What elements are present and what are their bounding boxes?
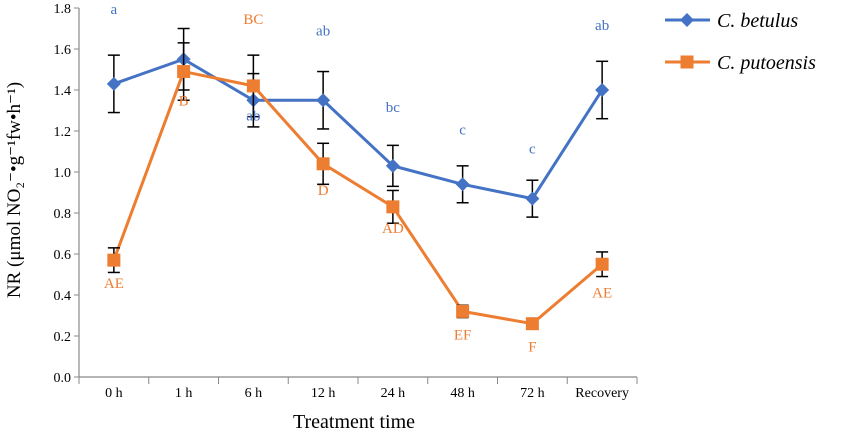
significance-label: BC	[243, 12, 263, 28]
legend: C. betulus C. putoensis	[665, 10, 816, 74]
legend-marker	[680, 13, 694, 27]
data-point	[177, 65, 191, 79]
data-point	[595, 83, 610, 97]
data-point	[316, 157, 330, 171]
significance-label: D	[318, 183, 329, 199]
significance-label: c	[529, 142, 536, 158]
series-line	[112, 69, 604, 326]
significance-label: ab	[246, 108, 260, 124]
significance-label: B	[179, 94, 189, 110]
x-tick-label: 72 h	[520, 386, 545, 401]
series-1	[106, 27, 610, 218]
y-tick-label: 1.2	[54, 125, 72, 140]
y-tick-label: 1.0	[54, 166, 72, 181]
y-tick-label: 0.8	[54, 207, 72, 222]
y-tick-label: 0.0	[54, 371, 72, 386]
significance-label: a	[111, 2, 118, 18]
data-point	[456, 304, 470, 318]
data-point	[316, 93, 331, 108]
x-tick-label: 6 h	[245, 386, 263, 401]
series-2	[107, 42, 609, 331]
data-point	[595, 257, 609, 271]
data-point	[525, 317, 539, 331]
data-point	[525, 191, 540, 206]
significance-labels: aaababbcccabAEBBCDADEFFAE	[104, 2, 612, 356]
data-point	[246, 79, 260, 93]
legend-item: C. betulus	[665, 10, 798, 32]
x-tick-label: 1 h	[175, 386, 193, 401]
legend-item: C. putoensis	[665, 52, 816, 74]
significance-label: F	[528, 340, 536, 356]
data-point	[455, 177, 470, 192]
x-tick-label: 24 h	[381, 386, 406, 401]
significance-label: AE	[592, 285, 612, 301]
x-tick-label: 0 h	[105, 386, 123, 401]
significance-label: ab	[595, 18, 609, 34]
y-tick-label: 0.6	[54, 248, 72, 263]
y-tick-label: 0.4	[54, 289, 72, 304]
legend-marker	[680, 55, 694, 69]
x-tick-label: 12 h	[311, 386, 336, 401]
axes: 0.0 0.2 0.4 0.6 0.8 1.0 1.2 1.4 1.6 1.8 0 h 1 h 6 h 1…	[54, 2, 638, 401]
legend-label: C. betulus	[717, 10, 798, 32]
series-layer	[106, 27, 610, 331]
y-tick-label: 1.8	[54, 2, 72, 17]
y-tick-label: 1.4	[54, 84, 72, 99]
y-tick-label: 1.6	[54, 43, 72, 58]
significance-label: bc	[386, 100, 401, 116]
y-tick-label: 0.2	[54, 330, 72, 345]
data-point	[385, 158, 400, 173]
data-point	[107, 253, 121, 267]
x-tick-label: 48 h	[450, 386, 475, 401]
significance-label: AD	[382, 221, 404, 237]
significance-label: AE	[104, 276, 124, 292]
data-point	[106, 76, 121, 91]
data-point	[386, 200, 400, 214]
x-axis-title: Treatment time	[293, 411, 415, 431]
significance-label: c	[459, 122, 466, 138]
series-line	[113, 57, 604, 201]
significance-label: ab	[316, 23, 330, 39]
x-tick-label: Recovery	[575, 386, 629, 401]
legend-label: C. putoensis	[717, 52, 816, 74]
y-axis-title: NR (μmol NO₂⁻•g⁻¹fw•h⁻¹)	[4, 82, 25, 298]
significance-label: EF	[454, 327, 472, 343]
